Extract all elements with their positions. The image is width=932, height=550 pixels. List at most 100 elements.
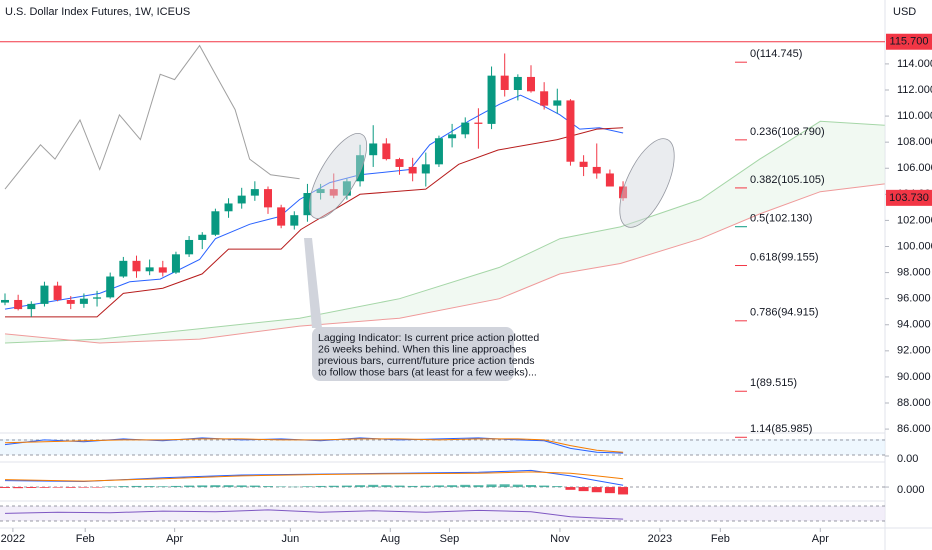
- candle-body: [566, 100, 575, 162]
- candle-body: [408, 166, 417, 174]
- cloud-line: [4, 183, 885, 344]
- fib-label: 0.618(99.155): [750, 251, 819, 263]
- candle-body: [79, 298, 88, 304]
- histogram-bar: [262, 486, 273, 488]
- histogram-bar: [473, 485, 484, 488]
- y-tick-label: 112.000: [897, 84, 932, 96]
- candle-body: [329, 189, 338, 196]
- histogram-bar: [26, 487, 37, 488]
- chart-title: U.S. Dollar Index Futures, 1W, ICEUS: [5, 6, 190, 18]
- candle-body: [487, 75, 496, 124]
- x-tick-label: Sep: [440, 533, 460, 545]
- y-tick-label: 94.000: [897, 319, 931, 331]
- indicator-line: [4, 44, 300, 190]
- highlight-ellipse: [619, 138, 675, 228]
- histogram-bar: [13, 487, 24, 489]
- histogram-bar: [52, 487, 63, 488]
- x-tick-label: Aug: [381, 533, 401, 545]
- histogram-bar: [302, 486, 313, 488]
- price-label-box: [886, 189, 932, 206]
- histogram-bar: [131, 485, 142, 488]
- annotation-text: 26 weeks behind. When this line approach…: [318, 343, 526, 355]
- highlight-ellipse: [308, 133, 368, 219]
- histogram-bar: [249, 485, 260, 488]
- candle-body: [171, 254, 180, 273]
- cloud-line: [4, 120, 885, 344]
- x-tick-label: 2022: [1, 533, 25, 545]
- histogram-bar: [447, 485, 458, 488]
- callout-pointer: [304, 238, 322, 328]
- x-tick-label: 2023: [648, 533, 672, 545]
- candle-body: [263, 189, 272, 208]
- fib-label: 0.786(94.915): [750, 307, 819, 319]
- candle-body: [605, 173, 614, 187]
- fib-label: 0.5(102.130): [750, 213, 812, 225]
- histogram-bar: [460, 484, 471, 488]
- y-tick-label: 114.000: [897, 58, 932, 70]
- candle-body: [158, 267, 167, 273]
- candle-body: [513, 76, 522, 90]
- histogram-bar: [105, 486, 116, 488]
- candle-body: [619, 186, 628, 199]
- candle-body: [277, 207, 286, 226]
- candle-body: [421, 164, 430, 174]
- cloud-fill: [4, 121, 885, 344]
- band: [0, 506, 885, 521]
- candle-body: [53, 285, 62, 300]
- histogram-bar: [381, 485, 392, 488]
- fib-label: 0.382(105.105): [750, 174, 825, 186]
- candle-body: [303, 193, 312, 216]
- histogram-bar: [512, 484, 523, 488]
- main-layer: 0(114.745) 0.236(108.790) 0.382(105.105) 0.…: [0, 41, 885, 438]
- histogram-bar: [526, 485, 536, 488]
- histogram-bar: [197, 485, 208, 488]
- annotation: Lagging Indicator: Is current price acti…: [318, 332, 539, 379]
- histogram-bar: [552, 486, 563, 488]
- histogram-bar: [499, 484, 510, 488]
- fib-label: 0(114.745): [750, 48, 802, 60]
- candle-body: [474, 122, 483, 124]
- histogram-bar: [210, 485, 221, 488]
- annotation-text: to follow those bars (at least for a few…: [318, 366, 537, 378]
- candle-body: [106, 276, 115, 298]
- candle-body: [448, 134, 457, 139]
- x-tick-label: Feb: [711, 533, 730, 545]
- callout-box: [312, 327, 514, 381]
- histogram-bar: [486, 484, 497, 488]
- histogram-bar: [118, 486, 129, 488]
- candle-body: [592, 166, 601, 174]
- candle-body: [382, 143, 391, 160]
- candle-body: [461, 122, 470, 135]
- candle-body: [579, 161, 588, 167]
- histogram-bar: [368, 484, 379, 488]
- histogram-bar: [565, 487, 576, 490]
- y-tick-label: 0.00: [897, 453, 918, 465]
- cloud-layer: [4, 120, 885, 344]
- candle-body: [0, 299, 9, 303]
- annotation-text: Lagging Indicator: Is current price acti…: [318, 332, 539, 344]
- histogram-bar: [604, 487, 615, 494]
- candle-body: [342, 181, 351, 196]
- candle-body: [250, 189, 259, 196]
- candle-body: [237, 195, 246, 204]
- fib-label: 1.14(85.985): [750, 423, 812, 435]
- histogram-bar: [78, 487, 89, 488]
- indicator-line: [5, 127, 624, 318]
- price-label: 103.730: [889, 192, 929, 204]
- histogram-bar: [236, 485, 247, 488]
- y-tick-label: 110.000: [897, 110, 932, 122]
- histogram-bar: [591, 487, 602, 493]
- candle-body: [211, 211, 220, 235]
- candle-body: [14, 299, 23, 310]
- candle-body: [369, 143, 378, 156]
- candle-body: [40, 285, 49, 304]
- x-tick-label: Apr: [166, 533, 183, 545]
- candle-body: [356, 155, 365, 182]
- y-tick-label: 96.000: [897, 293, 931, 305]
- histogram-bar: [618, 487, 629, 495]
- y-tick-label: 102.000: [897, 214, 932, 226]
- histogram-bar: [328, 485, 339, 488]
- candle-body: [395, 159, 404, 167]
- histogram-bar: [420, 485, 431, 488]
- histogram-bar: [157, 486, 168, 488]
